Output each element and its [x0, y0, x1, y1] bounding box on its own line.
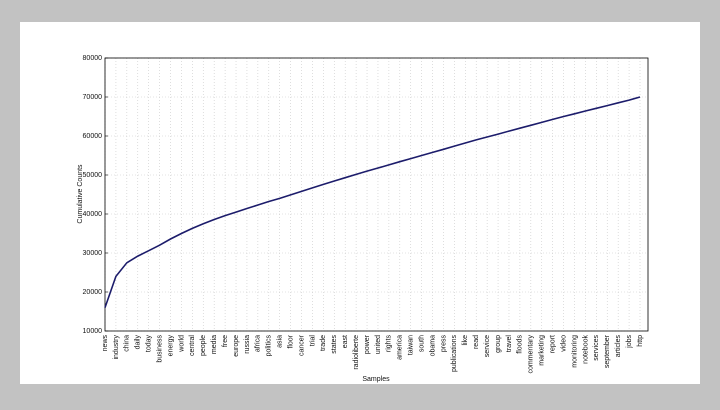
- x-tick-label: east: [342, 335, 349, 348]
- y-tick-label: 40000: [83, 211, 103, 218]
- x-tick-label: asia: [277, 335, 284, 348]
- x-tick-label: free: [222, 335, 229, 347]
- x-tick-label: articles: [615, 335, 622, 358]
- x-tick-label: industry: [113, 335, 120, 360]
- y-tick-label: 60000: [83, 133, 103, 140]
- y-tick-label: 80000: [83, 55, 103, 62]
- y-tick-label: 50000: [83, 172, 103, 179]
- y-tick-label: 30000: [83, 250, 103, 257]
- x-tick-label: states: [331, 335, 338, 354]
- x-tick-label: today: [146, 335, 153, 353]
- x-tick-label: europe: [233, 335, 240, 357]
- x-tick-label: publications: [451, 335, 458, 372]
- x-tick-label: central: [189, 335, 196, 356]
- x-tick-label: america: [397, 335, 404, 360]
- data-line: [104, 96, 641, 308]
- x-tick-label: cancer: [298, 334, 305, 356]
- x-tick-label: jobs: [626, 335, 633, 349]
- x-tick-label: group: [495, 335, 502, 353]
- x-tick-label: rights: [386, 335, 393, 353]
- x-tick-label: read: [473, 335, 480, 349]
- x-tick-label: energy: [167, 335, 174, 357]
- x-tick-label: press: [440, 335, 447, 353]
- x-tick-label: floor: [287, 334, 294, 348]
- x-tick-label: services: [593, 335, 600, 361]
- x-tick-label: monitoring: [571, 335, 578, 368]
- x-tick-label: news: [102, 335, 109, 352]
- x-axis-label: Samples: [362, 376, 390, 383]
- y-tick-label: 70000: [83, 94, 103, 101]
- x-tick-label: africa: [255, 335, 262, 352]
- x-tick-label: media: [211, 335, 218, 354]
- x-tick-label: china: [124, 335, 131, 352]
- x-tick-label: like: [462, 335, 469, 346]
- x-tick-label: september: [604, 334, 611, 368]
- x-tick-label: russia: [244, 335, 251, 354]
- x-tick-label: service: [484, 335, 491, 357]
- x-tick-label: trade: [320, 335, 327, 351]
- x-tick-label: commentary: [528, 335, 535, 374]
- x-tick-label: taiwan: [408, 335, 415, 355]
- y-tick-label: 10000: [83, 328, 103, 335]
- x-tick-label: daily: [135, 335, 142, 350]
- x-tick-label: http: [637, 335, 644, 347]
- x-tick-label: united: [375, 335, 382, 354]
- x-tick-label: marketing: [539, 335, 546, 366]
- x-tick-label: politics: [266, 335, 273, 357]
- x-tick-label: trial: [309, 335, 316, 347]
- plot-frame: [104, 57, 649, 332]
- x-tick-label: video: [560, 335, 567, 352]
- x-tick-label: floods: [517, 335, 524, 354]
- figure-panel: [20, 22, 700, 384]
- x-tick-label: notebook: [582, 335, 589, 364]
- x-tick-label: obama: [429, 335, 436, 357]
- x-tick-label: south: [418, 335, 425, 352]
- y-tick-label: 20000: [83, 289, 103, 296]
- x-tick-label: business: [156, 335, 163, 363]
- x-tick-label: power: [364, 334, 371, 354]
- x-tick-label: world: [178, 335, 185, 353]
- x-tick-label: travel: [506, 335, 513, 353]
- x-tick-label: radioliberte: [353, 335, 360, 370]
- x-tick-label: people: [200, 335, 207, 356]
- x-tick-label: report: [549, 335, 556, 353]
- y-axis-label: Cumulative Counts: [77, 164, 84, 224]
